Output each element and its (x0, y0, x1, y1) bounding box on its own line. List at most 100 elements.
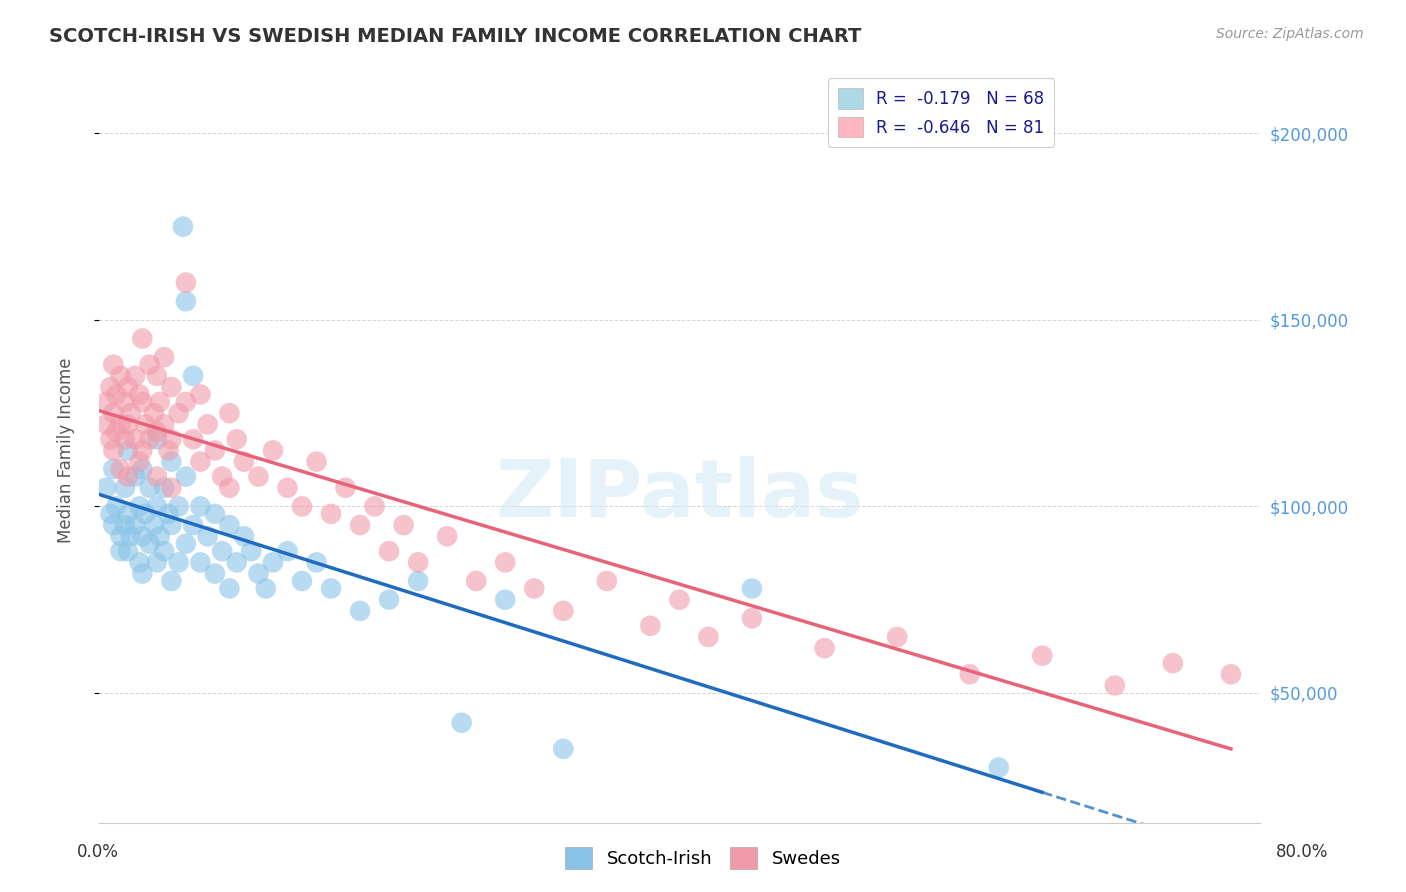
Point (204, 566, 226, 581)
Point (218, 481, 240, 495)
Point (146, 368, 169, 383)
Point (160, 518, 183, 533)
Point (174, 537, 197, 551)
Point (124, 432, 146, 446)
Point (181, 432, 204, 446)
Point (124, 368, 146, 383)
Point (1161, 656, 1184, 670)
Legend: Scotch-Irish, Swedes: Scotch-Irish, Swedes (558, 839, 848, 876)
Point (117, 417, 139, 432)
Point (959, 667, 981, 681)
Point (494, 555, 516, 569)
Point (553, 742, 575, 756)
Point (218, 406, 240, 420)
Point (94, 481, 117, 495)
Point (114, 432, 136, 446)
Point (157, 507, 180, 521)
Point (160, 455, 183, 469)
Point (103, 518, 125, 533)
Point (167, 406, 190, 420)
Point (117, 443, 139, 458)
Point (138, 481, 160, 495)
Point (138, 358, 160, 372)
Point (254, 582, 277, 596)
Point (465, 574, 488, 588)
Point (204, 507, 226, 521)
Point (247, 566, 270, 581)
Point (128, 455, 150, 469)
Point (117, 469, 139, 483)
Point (319, 507, 342, 521)
Point (114, 395, 136, 409)
Point (100, 507, 122, 521)
Text: 80.0%: 80.0% (1277, 843, 1329, 861)
Point (190, 500, 212, 514)
Point (596, 574, 619, 588)
Point (138, 432, 160, 446)
Point (174, 294, 197, 309)
Point (134, 417, 156, 432)
Point (110, 529, 132, 543)
Point (174, 469, 197, 483)
Point (153, 350, 176, 364)
Point (406, 555, 429, 569)
Point (378, 544, 401, 558)
Point (160, 574, 183, 588)
Point (142, 406, 165, 420)
Point (94, 395, 117, 409)
Point (117, 507, 139, 521)
Point (741, 611, 763, 625)
Point (225, 555, 247, 569)
Point (987, 760, 1010, 774)
Point (117, 544, 139, 558)
Point (1219, 667, 1241, 681)
Point (197, 417, 219, 432)
Point (247, 469, 270, 483)
Point (103, 358, 125, 372)
Point (103, 462, 125, 476)
Point (167, 555, 190, 569)
Point (149, 395, 172, 409)
Point (114, 518, 136, 533)
Point (110, 417, 132, 432)
Point (131, 529, 153, 543)
Point (153, 417, 176, 432)
Point (103, 406, 125, 420)
Point (190, 555, 212, 569)
Point (197, 529, 219, 543)
Y-axis label: Median Family Income: Median Family Income (58, 358, 75, 543)
Point (494, 592, 516, 607)
Point (1031, 648, 1053, 663)
Point (103, 443, 125, 458)
Point (204, 443, 226, 458)
Point (232, 529, 254, 543)
Point (128, 500, 150, 514)
Text: 0.0%: 0.0% (77, 843, 120, 861)
Point (124, 518, 146, 533)
Point (105, 425, 128, 439)
Point (450, 715, 472, 730)
Point (131, 462, 153, 476)
Point (305, 555, 328, 569)
Point (146, 425, 169, 439)
Point (378, 592, 401, 607)
Point (181, 368, 204, 383)
Point (160, 481, 183, 495)
Point (172, 219, 194, 234)
Point (305, 455, 328, 469)
Point (190, 455, 212, 469)
Point (110, 462, 132, 476)
Point (276, 544, 298, 558)
Point (131, 395, 153, 409)
Point (349, 604, 371, 618)
Point (160, 432, 183, 446)
Point (218, 582, 240, 596)
Text: Source: ZipAtlas.com: Source: ZipAtlas.com (1216, 27, 1364, 41)
Point (406, 574, 429, 588)
Point (142, 518, 165, 533)
Point (110, 368, 132, 383)
Point (232, 455, 254, 469)
Point (120, 406, 142, 420)
Point (105, 500, 128, 514)
Point (190, 387, 212, 401)
